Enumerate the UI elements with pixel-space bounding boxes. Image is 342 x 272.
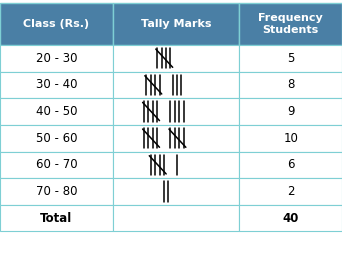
Text: 70 - 80: 70 - 80	[36, 185, 77, 198]
Bar	[113, 125, 239, 152]
Text: Tally Marks: Tally Marks	[141, 19, 211, 29]
Bar	[113, 45, 239, 72]
Text: 60 - 70: 60 - 70	[36, 158, 77, 171]
Text: 9: 9	[287, 105, 294, 118]
Bar	[113, 205, 239, 231]
Bar	[239, 3, 342, 45]
Bar	[113, 98, 239, 125]
Bar	[239, 178, 342, 205]
Bar	[0, 178, 113, 205]
Bar	[113, 178, 239, 205]
Bar	[239, 98, 342, 125]
Text: 40: 40	[282, 212, 299, 225]
Bar	[113, 3, 239, 45]
Bar	[239, 45, 342, 72]
Bar	[239, 152, 342, 178]
Text: 10: 10	[283, 132, 298, 145]
Bar	[0, 98, 113, 125]
Bar	[113, 152, 239, 178]
Bar	[0, 3, 113, 45]
Text: Total: Total	[40, 212, 73, 225]
Text: Frequency
Students: Frequency Students	[258, 13, 323, 35]
Text: 20 - 30: 20 - 30	[36, 52, 77, 65]
Bar	[239, 125, 342, 152]
Bar	[0, 205, 113, 231]
Bar	[0, 152, 113, 178]
Text: 30 - 40: 30 - 40	[36, 78, 77, 91]
Bar	[0, 72, 113, 98]
Text: 40 - 50: 40 - 50	[36, 105, 77, 118]
Text: 2: 2	[287, 185, 294, 198]
Bar	[113, 72, 239, 98]
Bar	[239, 72, 342, 98]
Bar	[0, 45, 113, 72]
Text: 50 - 60: 50 - 60	[36, 132, 77, 145]
Text: 5: 5	[287, 52, 294, 65]
Text: 6: 6	[287, 158, 294, 171]
Bar	[0, 125, 113, 152]
Text: 8: 8	[287, 78, 294, 91]
Text: Class (Rs.): Class (Rs.)	[23, 19, 90, 29]
Bar	[239, 205, 342, 231]
